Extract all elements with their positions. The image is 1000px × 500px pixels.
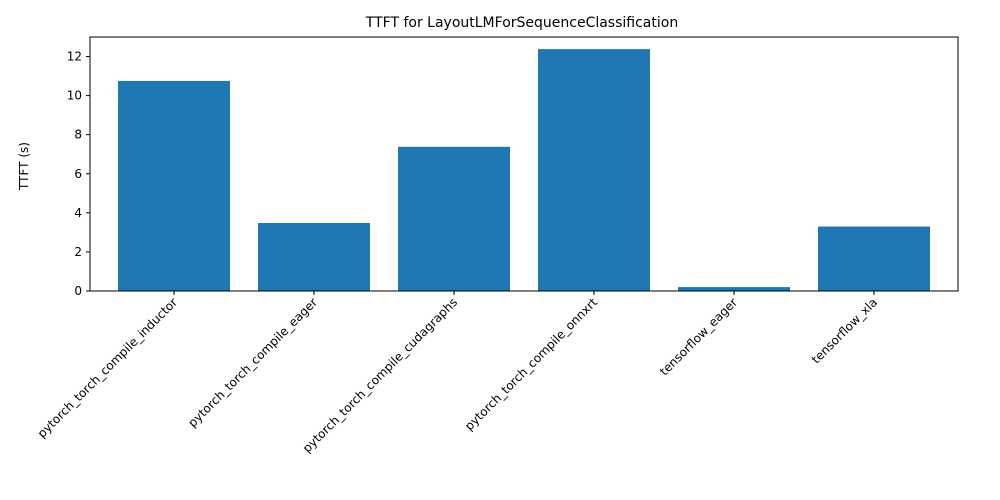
y-tick-label: 6 <box>74 167 82 181</box>
bar-pytorch_torch_compile_eager <box>258 223 370 291</box>
x-tick-label: tensorflow_eager <box>657 295 740 378</box>
x-tick-label: pytorch_torch_compile_eager <box>185 295 320 430</box>
plot-frame <box>89 36 959 292</box>
y-tick-label: 10 <box>67 89 82 103</box>
y-tick-label: 8 <box>74 128 82 142</box>
x-tick-label: pytorch_torch_compile_onnxrt <box>462 295 600 433</box>
y-ticks-group: 0 2 4 6 8 10 12 <box>67 50 90 298</box>
x-tick-label: tensorflow_xla <box>809 295 880 366</box>
bar-tensorflow_eager <box>678 287 790 291</box>
y-tick-label: 0 <box>74 284 82 298</box>
y-tick-label: 2 <box>74 245 82 259</box>
bar-pytorch_torch_compile_cudagraphs <box>398 146 510 291</box>
x-ticks-group: pytorch_torch_compile_inductor pytorch_to… <box>35 291 880 455</box>
y-tick-label: 12 <box>67 50 82 64</box>
bars-group <box>118 49 930 291</box>
chart-title: TTFT for LayoutLMForSequenceClassificati… <box>365 15 678 31</box>
y-axis-label: TTFT (s) <box>17 142 31 191</box>
x-tick-label: pytorch_torch_compile_cudagraphs <box>300 295 460 455</box>
x-tick-label: pytorch_torch_compile_inductor <box>35 295 180 440</box>
bar-pytorch_torch_compile_inductor <box>118 80 230 291</box>
bar-pytorch_torch_compile_onnxrt <box>538 49 650 291</box>
y-tick-label: 4 <box>74 206 82 220</box>
bar-tensorflow_xla <box>818 226 930 291</box>
